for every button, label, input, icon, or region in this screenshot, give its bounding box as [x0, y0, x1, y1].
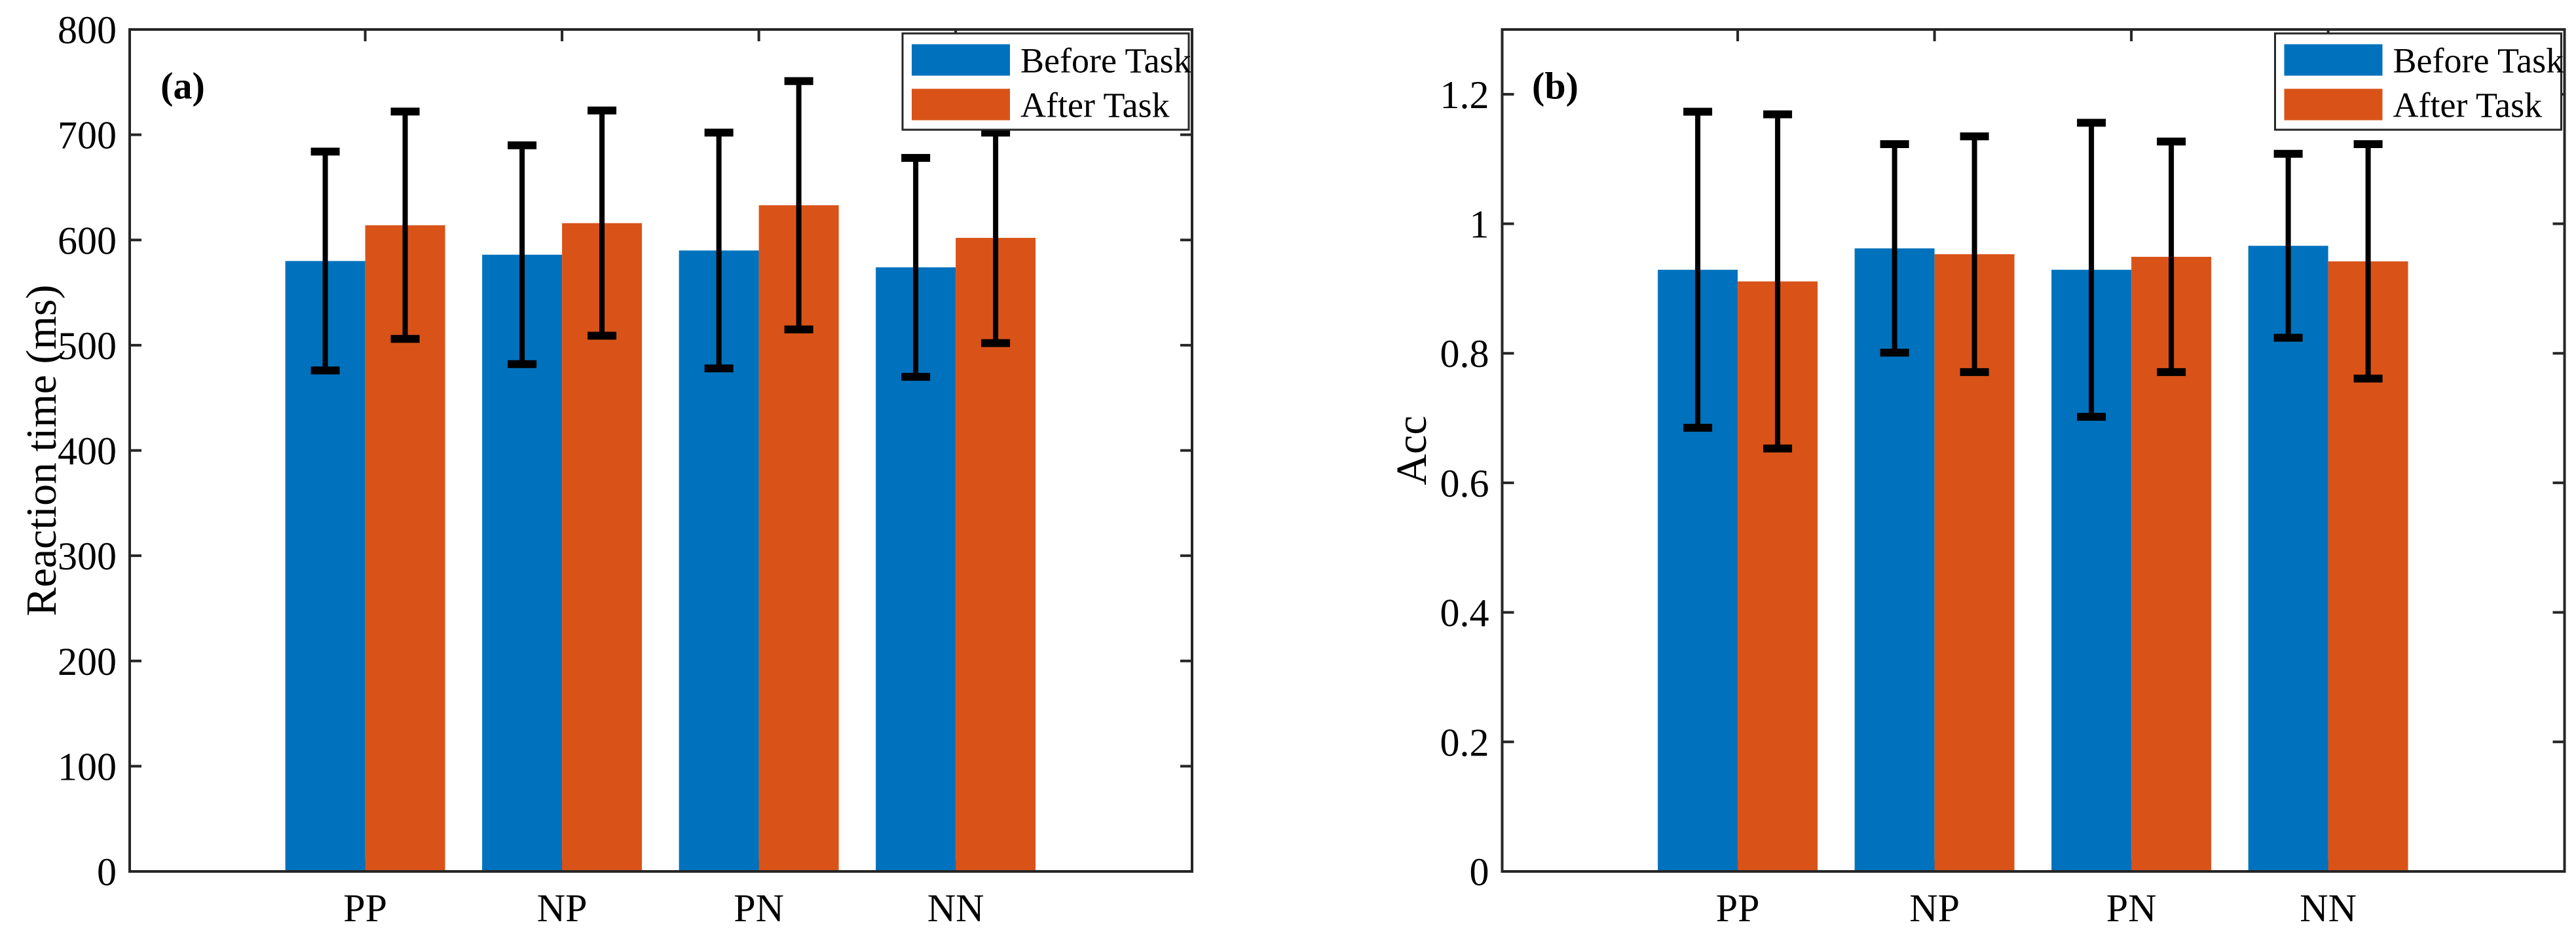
- error-bar-pn-after-task: [784, 77, 813, 334]
- series-after-task: [1737, 254, 2408, 871]
- error-bar-pn-before-task: [704, 128, 734, 373]
- error-bar-nn-before-task: [901, 153, 931, 381]
- series-before-task: [1657, 246, 2328, 872]
- legend-label: Before Task: [1020, 41, 1191, 80]
- x-category-label: PN: [2106, 887, 2156, 930]
- chart-b-canvas: 0 0.2 0.4 0.6 0.8 1 1.2 PP NP PN NN Acc (b) Before Ta…: [1388, 28, 2566, 930]
- panel-label: (a): [160, 64, 205, 107]
- axes-box: [128, 28, 1193, 873]
- x-category-label: NP: [537, 887, 588, 930]
- legend: Before Task After Task: [901, 32, 1191, 131]
- y-tick-label: 800: [58, 9, 117, 52]
- panel-label: (b): [1532, 64, 1578, 107]
- error-bars-b: [1683, 107, 2383, 453]
- x-category-label: NN: [2300, 887, 2357, 930]
- y-tick-label: 0: [1469, 850, 1489, 894]
- panel-b: 0 0.2 0.4 0.6 0.8 1 1.2 PP NP PN NN Acc (b) Before Ta…: [1288, 0, 2576, 935]
- y-tick-label: 1.2: [1440, 73, 1489, 117]
- x-axis-b: [1736, 29, 2330, 871]
- y-tick-label: 0: [97, 850, 117, 894]
- legend-label: Before Task: [2393, 41, 2564, 80]
- y-tick-label: 0.8: [1440, 332, 1489, 375]
- y-tick-label: 300: [58, 535, 117, 578]
- y-tick-label: 600: [58, 219, 117, 262]
- y-axis-label: Acc: [1388, 415, 1436, 485]
- x-category-label: NN: [927, 887, 984, 930]
- error-bar-pp-before-task: [1683, 107, 1712, 432]
- bar-nn-before-task: [2248, 246, 2328, 872]
- legend: Before Task After Task: [2273, 32, 2564, 131]
- x-category-label: PP: [343, 887, 387, 930]
- y-tick-label: 0.6: [1440, 462, 1489, 505]
- panel-a: 0 100 200 300 400 500 600 700 800 PP NP PN NN Reactio…: [18, 9, 1193, 930]
- chart-a-canvas: 0 100 200 300 400 500 600 700 800 PP NP PN NN Reactio…: [18, 9, 1193, 930]
- y-tick-label: 200: [58, 640, 117, 683]
- y-tick-label: 0.2: [1440, 721, 1489, 764]
- error-bar-np-after-task: [1960, 132, 1989, 376]
- x-axis-a: [364, 29, 958, 871]
- error-bar-pn-before-task: [2076, 119, 2106, 421]
- error-bar-np-before-task: [508, 141, 537, 368]
- y-axis-a: 0 100 200 300 400 500 600 700 800: [58, 9, 1192, 894]
- legend-label: After Task: [1020, 85, 1170, 124]
- y-tick-label: 100: [58, 745, 117, 788]
- error-bars-a: [310, 77, 1011, 381]
- y-tick-label: 400: [58, 430, 117, 473]
- error-bar-nn-after-task: [2353, 140, 2383, 383]
- error-bar-pp-after-task: [390, 107, 420, 343]
- orange-legend-swatch: [2284, 88, 2382, 121]
- blue-legend-swatch: [2284, 44, 2382, 76]
- x-category-label: PN: [734, 887, 784, 930]
- y-tick-label: 0.4: [1440, 592, 1489, 635]
- y-tick-label: 700: [58, 114, 117, 157]
- x-category-labels: PP NP PN NN: [1715, 887, 2356, 930]
- error-bar-pp-after-task: [1763, 110, 1792, 453]
- legend-label: After Task: [2393, 85, 2542, 124]
- error-bar-pp-before-task: [310, 147, 340, 375]
- orange-legend-swatch: [912, 88, 1010, 121]
- y-tick-label: 500: [58, 324, 117, 368]
- y-tick-label: 1: [1469, 203, 1489, 246]
- y-axis-label: Reaction time (ms): [18, 285, 65, 617]
- x-category-labels: PP NP PN NN: [343, 887, 984, 930]
- error-bar-np-after-task: [588, 106, 617, 340]
- error-bar-nn-before-task: [2273, 149, 2303, 342]
- x-category-label: PP: [1715, 887, 1759, 930]
- error-bar-pn-after-task: [2156, 138, 2186, 376]
- x-category-label: NP: [1909, 887, 1960, 930]
- axes-box: [1501, 28, 2566, 873]
- error-bar-np-before-task: [1880, 140, 1909, 357]
- error-bar-nn-after-task: [981, 128, 1011, 347]
- blue-legend-swatch: [912, 44, 1010, 76]
